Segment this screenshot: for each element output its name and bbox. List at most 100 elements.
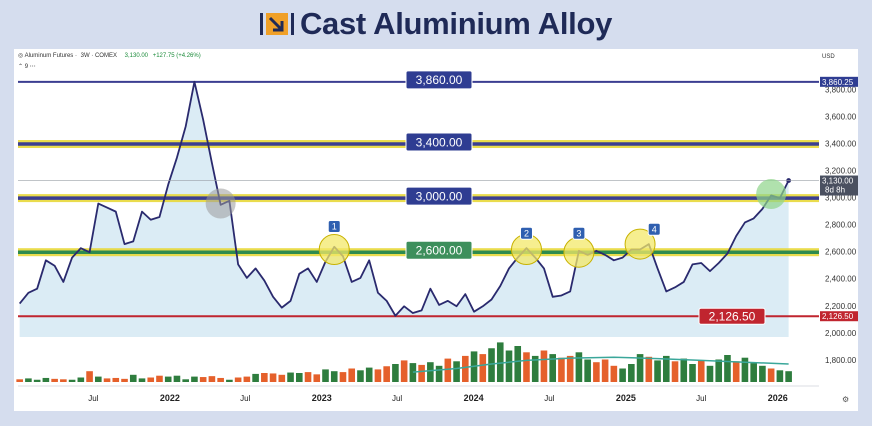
level-label-text: 2,600.00 [416,244,463,258]
level-label-box [405,70,473,90]
volume-bar [68,379,76,382]
y-tick-label: 3,000.00 [825,194,857,203]
level-label: 3,860.00 [405,70,473,90]
volume-bar [234,377,242,382]
x-tick-label: Jul [392,394,402,403]
current-price-tag-text: 3,130.00 [822,177,854,186]
x-tick-label: 2022 [160,393,180,403]
volume-bar [531,355,539,382]
volume-bar [400,360,408,382]
volume-bar [453,361,460,382]
price-line [18,80,790,317]
x-tick-label: Jul [696,394,706,403]
axis-price-tag-box [820,76,858,87]
level-label: 2,600.00 [405,240,473,260]
volume-bar [243,376,251,382]
volume-bar [103,378,111,382]
volume-bar [566,355,574,382]
volume-bar [129,374,137,382]
volume-bar [182,379,189,382]
x-tick-label: Jul [88,394,98,403]
x-tick-label: 2026 [768,393,788,403]
volume-bar [706,365,714,382]
y-tick-label: 3,600.00 [825,112,857,121]
volume-bar [348,368,356,382]
volume-bar [523,352,530,382]
axis-price-tag-text: 3,860.25 [822,78,854,87]
settings-icon[interactable]: ⚙ [842,395,850,404]
volume-bar [295,373,303,382]
x-tick-label: 2024 [464,393,484,403]
volume-bar [365,367,373,382]
volume-bar [60,379,67,382]
more-icon[interactable]: ⋯ [29,64,36,70]
y-tick-label: 2,800.00 [825,221,857,230]
volume-bar [645,356,653,382]
volume-bar [287,372,294,382]
volume-bar [715,359,723,382]
volume-bar [304,372,312,382]
volume-bar [628,364,635,382]
volume-bar [662,355,670,382]
marker-2-box [519,226,533,240]
highlight-circle [563,236,595,268]
volume-bar [514,346,522,382]
marker-4: 4 [647,222,661,236]
level-label-box [405,132,473,152]
marker-1: 1 [327,220,341,233]
volume-bar [252,373,259,382]
volume-bar [156,375,163,382]
volume-bar [444,358,452,382]
symbol-header: ◎ Aluminum Futures · 3W · COMEX 3,130.00… [18,53,201,59]
collapse-icon[interactable]: ⌃ [18,64,24,70]
volume-bar [16,379,23,382]
indicator-toolbar[interactable]: ⌃ 9 ⋯ [18,63,36,70]
level-label: 3,400.00 [405,132,473,152]
level-label: 3,000.00 [405,186,473,206]
volume-bar [217,377,224,382]
volume-bar [741,357,749,382]
level-label-support: 2,126.50 [698,307,766,325]
volume-bar [25,378,32,382]
volume-bar [226,379,233,382]
volume-bar [671,361,679,382]
volume-bar [322,369,329,382]
level-label-support-box [698,307,766,325]
marker-2: 2 [519,226,533,240]
volume-bar [689,364,696,382]
volume-bar [558,357,565,382]
x-tick-label: 2025 [616,393,636,403]
volume-bar [138,378,146,382]
volume-bar [278,374,286,382]
volume-bar [680,358,688,382]
volume-bar [269,373,277,382]
volume-bar [488,348,495,382]
highlight-circle [205,188,236,219]
volume-bar [95,376,102,382]
volume-bar [173,375,181,382]
symbol-interval: 3W [80,53,90,59]
volume-bar [164,376,172,382]
volume-bar [785,371,792,382]
y-tick-label: 3,800.00 [825,85,857,94]
volume-bar [549,354,556,382]
indicator-value: 9 [24,64,29,70]
volume-bar [724,355,731,382]
volume-bar [33,379,41,382]
symbol-name: Aluminum Futures [24,53,74,59]
highlight-circle [624,228,656,260]
price-chart: 1 2 3 4 3,860.00 3,400.00 3,000.00 2,600.00 2,12… [16,70,858,403]
marker-4-text: 4 [652,224,657,234]
logo-icon [259,13,294,35]
marker-3: 3 [572,226,586,240]
volume-bar [86,371,93,382]
volume-bar [121,378,128,382]
volume-bar [339,372,347,382]
current-price-tag-box [820,175,858,196]
volume-bar [732,361,740,382]
volume-bar [261,373,268,382]
volume-bar [654,360,661,382]
x-tick-label: Jul [240,394,250,403]
highlight-circle [318,233,350,265]
